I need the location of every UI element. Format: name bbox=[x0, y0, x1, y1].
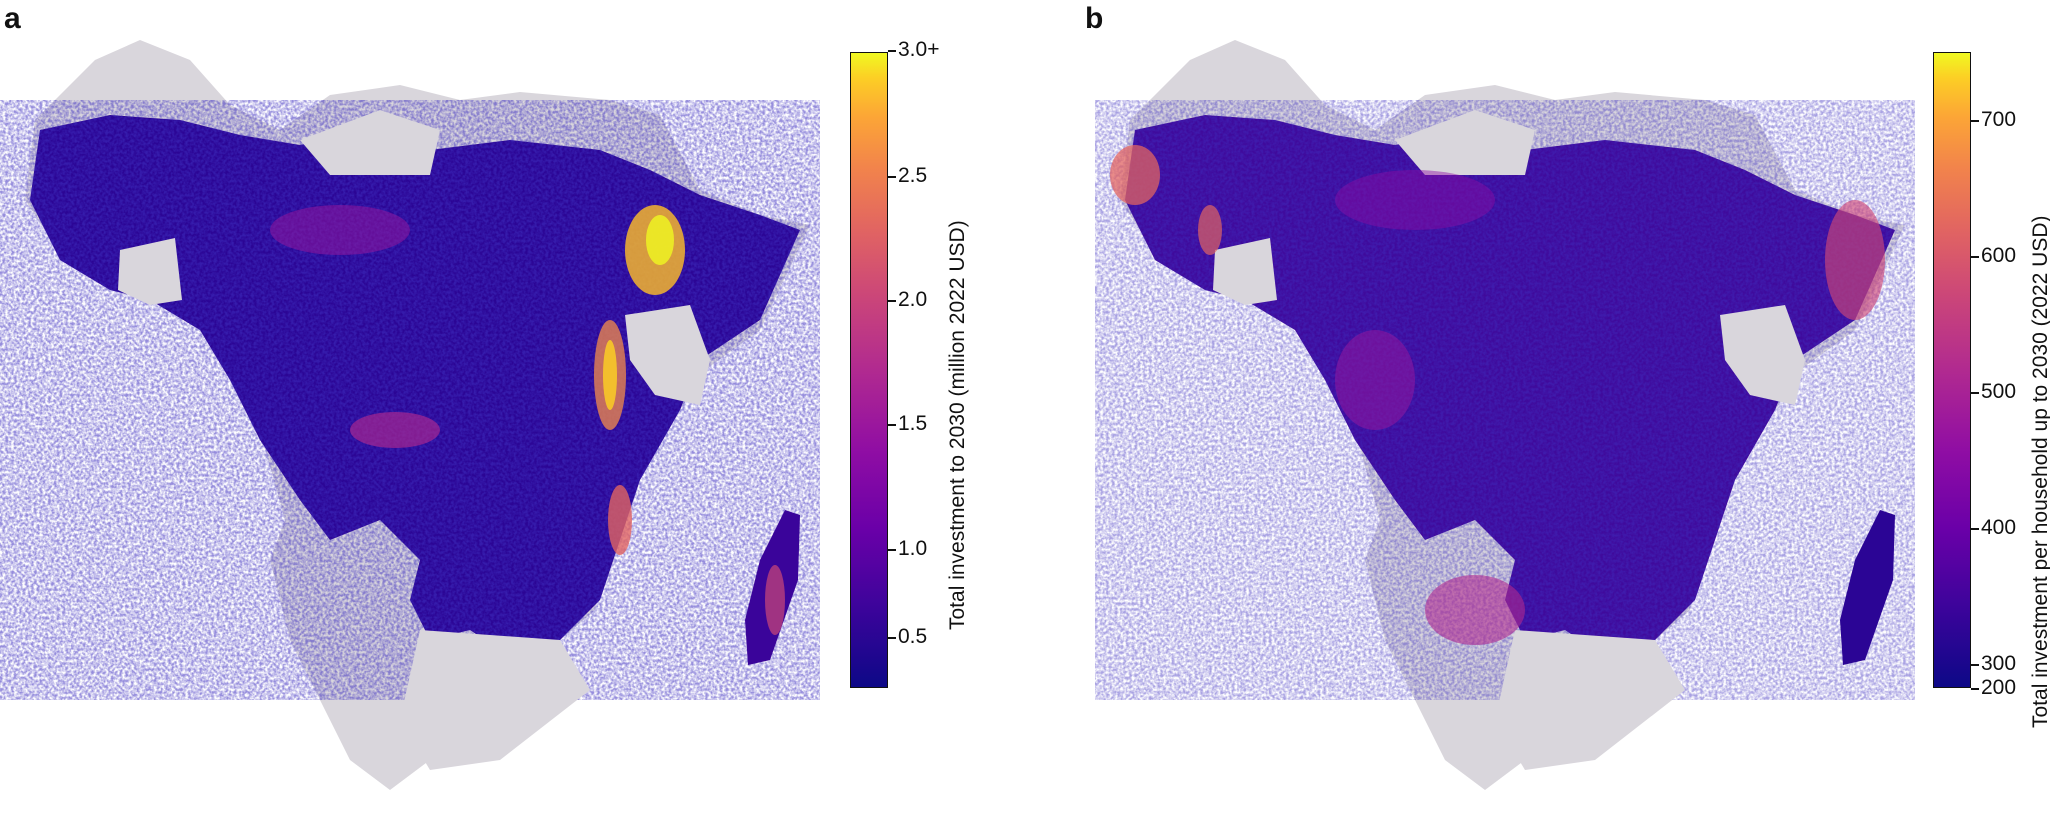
colorbar-b-tick: 300 bbox=[1970, 652, 2017, 675]
colorbar-b-tick: 500 bbox=[1970, 380, 2017, 403]
colorbar-b-tick: 600 bbox=[1970, 244, 2017, 267]
hotspot-congo bbox=[350, 412, 440, 448]
gap-north bbox=[300, 110, 440, 175]
madagascar bbox=[1840, 510, 1895, 665]
gap-north bbox=[1395, 110, 1535, 175]
panel-label-a: a bbox=[4, 2, 21, 35]
gap-west bbox=[118, 238, 182, 305]
hotspot-rift-core bbox=[603, 340, 617, 410]
colorbar-a-tick: 1.5 bbox=[887, 412, 928, 435]
hotspot-malawi bbox=[608, 485, 632, 555]
hotspot-madagascar bbox=[765, 565, 785, 635]
colorbar-a-tick: 0.5 bbox=[887, 625, 928, 648]
colorbar-b bbox=[1933, 52, 1971, 688]
panel-label-b: b bbox=[1085, 2, 1104, 35]
colorbar-b-tick: 200 bbox=[1970, 676, 2017, 699]
colorbar-b-tick: 700 bbox=[1970, 108, 2017, 131]
colorbar-a-tick: 1.0 bbox=[887, 537, 928, 560]
hotspot-somalia bbox=[1825, 200, 1885, 320]
panel-a: a 3.0+ 2.5 2.0 1.5 1.0 0.5 Tot bbox=[0, 0, 1020, 816]
hotspot-ethiopia-core bbox=[646, 215, 674, 265]
colorbar-a-tick: 2.0 bbox=[887, 288, 928, 311]
hotspot-senegal bbox=[1110, 145, 1160, 205]
gap-south bbox=[1495, 630, 1685, 770]
colorbar-b-title: Total investment per household up to 203… bbox=[2029, 215, 2050, 728]
gap-south bbox=[400, 630, 590, 770]
colorbar-a-title: Total investment to 2030 (million 2022 U… bbox=[946, 220, 969, 630]
africa-map-b bbox=[1095, 40, 1915, 790]
colorbar-a-tick: 3.0+ bbox=[887, 38, 940, 61]
hotspot-sahel bbox=[270, 205, 410, 255]
colorbar-b-tick: 400 bbox=[1970, 516, 2017, 539]
hotspot-guinea bbox=[1198, 205, 1222, 255]
colorbar-a bbox=[850, 52, 888, 688]
panel-b: b 700 600 500 400 300 200 T bbox=[1025, 0, 2050, 816]
hotspot-central bbox=[1335, 330, 1415, 430]
hotspot-south bbox=[1425, 575, 1525, 645]
africa-map-a bbox=[0, 40, 820, 790]
gap-west bbox=[1213, 238, 1277, 305]
gap-kenya bbox=[625, 305, 710, 405]
colorbar-a-tick: 2.5 bbox=[887, 164, 928, 187]
hotspot-sahel bbox=[1335, 170, 1495, 230]
gap-kenya bbox=[1720, 305, 1805, 405]
